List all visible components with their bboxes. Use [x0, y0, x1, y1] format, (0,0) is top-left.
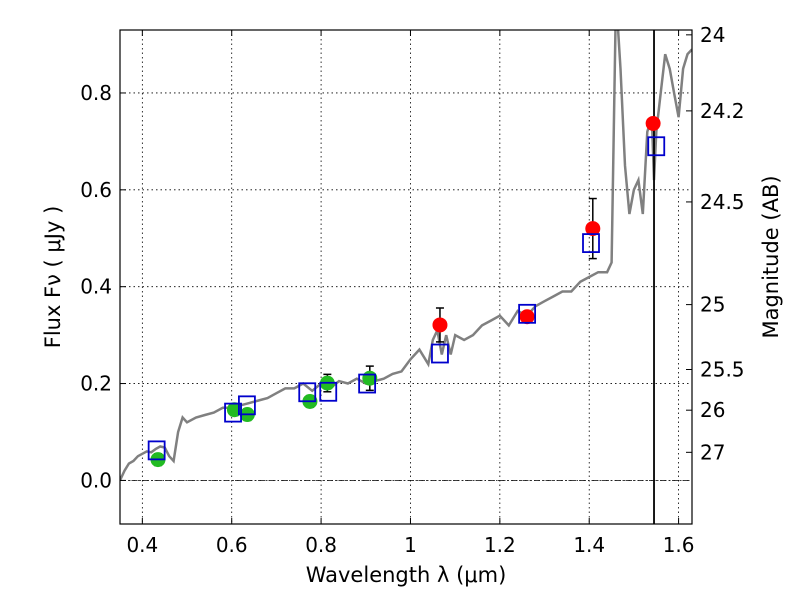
y-tick-label-0: 0.0: [80, 468, 112, 492]
x-tick-label-2: 0.8: [305, 533, 337, 557]
data-points: [147, 115, 666, 468]
right-tick-label-2: 24.5: [700, 190, 745, 214]
model-photometry-square-5: [358, 373, 377, 394]
data-point-1-2: [585, 221, 601, 237]
y-tick-label-3: 0.6: [80, 178, 112, 202]
x-tick-label-4: 1.2: [484, 533, 516, 557]
model-photometry-square-4: [319, 381, 338, 402]
x-axis-label: Wavelength λ (μm): [306, 563, 507, 587]
model-photometry-square-2: [238, 395, 256, 416]
grid-lines: [120, 30, 692, 524]
y-tick-label-1: 0.2: [80, 372, 112, 396]
data-point-1-1: [519, 309, 535, 325]
right-tick-label-3: 25: [700, 293, 725, 317]
right-tick-label-6: 27: [700, 440, 725, 464]
x-tick-label-5: 1.4: [573, 533, 605, 557]
model-photometry-square-3: [298, 382, 317, 403]
y-axis-label: Flux Fν ( μJy ): [41, 206, 65, 349]
data-point-1-3: [645, 115, 661, 131]
x-tick-label-0: 0.4: [126, 533, 158, 557]
right-tick-label-5: 26: [700, 398, 725, 422]
axis-ticks: 0.4 0.6 0.8 1 1.2 1.4 1.6 0.0 0.2 0.4 0.6 0.8 24 24.2…: [80, 23, 744, 557]
x-tick-label-3: 1: [404, 533, 417, 557]
right-tick-label-0: 24: [700, 23, 725, 47]
right-tick-label-1: 24.2: [700, 99, 745, 123]
y-tick-label-2: 0.4: [80, 275, 112, 299]
plot-frame: [119, 29, 693, 525]
right-tick-label-4: 25.5: [700, 358, 745, 382]
x-tick-label-1: 0.6: [216, 533, 248, 557]
model-photometry-square-9: [647, 136, 666, 157]
data-point-1-0: [432, 317, 448, 333]
y-tick-label-4: 0.8: [80, 81, 112, 105]
model-photometry-square-1: [224, 402, 242, 423]
model-spectrum-line: [120, 30, 692, 481]
x-tick-label-6: 1.6: [663, 533, 695, 557]
right-axis-label: Magnitude (AB): [759, 175, 783, 338]
model-photometry-square-0: [147, 440, 166, 461]
model-photometry-square-6: [431, 343, 449, 364]
model-spectrum: [120, 30, 692, 524]
model-photometry-square-7: [518, 303, 537, 324]
model-photometry-square-8: [582, 233, 600, 253]
